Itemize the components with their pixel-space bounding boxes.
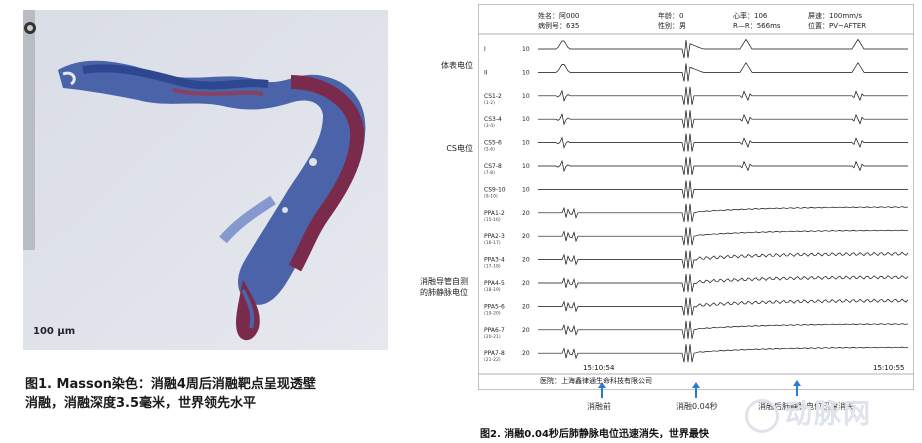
channel-sub: (19-20) (484, 310, 501, 316)
channel-sub: (16-17) (484, 240, 501, 246)
channel-name: PPA2-3 (484, 233, 505, 240)
ecg-trace (538, 86, 908, 105)
scale-bar-label: 100 µm (33, 326, 76, 337)
ecg-trace (538, 62, 908, 82)
channel-sub: (20-21) (484, 334, 501, 340)
pv-label: 消融导管自测 的肺静脉电位 (413, 276, 468, 298)
channel-name: PPA1-2 (484, 210, 505, 217)
caption-line-1: 图1. Masson染色：消融4周后消融靶点呈现透壁 (25, 377, 316, 392)
histology-panel: 100 µm (23, 10, 388, 350)
arrow-after-label: 消融后肺静脉电位迅速消失 (758, 402, 854, 411)
channel-name: CS3-4 (484, 116, 502, 123)
time-end: 15:10:55 (873, 364, 904, 372)
masson-stain-image (23, 10, 388, 350)
channel-sub: (15-16) (484, 217, 501, 223)
channel-name: CS1-2 (484, 93, 502, 100)
arrow-after (792, 380, 802, 400)
channel-gain: 10 (522, 46, 530, 53)
hdr-position: 位置：PV~AFTER (808, 21, 866, 30)
arrow-before (597, 382, 607, 402)
channel-gain: 20 (522, 233, 530, 240)
ecg-trace (538, 297, 909, 316)
ecg-trace (538, 227, 909, 246)
pv-label-line-2: 的肺静脉电位 (420, 288, 468, 297)
figure2-caption: 图2. 消融0.04秒后肺静脉电位迅速消失，世界最快 (480, 429, 709, 440)
channel-gain: 20 (522, 210, 530, 217)
channel-sub: (7-8) (484, 170, 495, 176)
ecg-recording: 姓名：阿000 年龄：0 心率：106 屏速：100mm/s 病例号：635 性… (477, 3, 915, 391)
channel-name: II (484, 69, 488, 76)
channel-sub: (3-4) (484, 123, 495, 129)
pv-label-line-1: 消融导管自测 (420, 277, 468, 286)
ecg-footer: 医院：上海鑫律通生命科技有限公司 (540, 376, 652, 385)
channel-gain: 10 (522, 186, 530, 193)
figure1-caption: 图1. Masson染色：消融4周后消融靶点呈现透壁 消融，消融深度3.5毫米，… (25, 375, 405, 413)
ecg-trace (538, 110, 908, 129)
channel-name: PPA3-4 (484, 257, 505, 264)
arrow-ablation (691, 382, 701, 402)
channel-name: I (484, 46, 486, 53)
hdr-hr: 心率：106 (733, 11, 768, 20)
channel-gain: 20 (522, 257, 530, 264)
channel-gain: 10 (522, 116, 530, 123)
channel-name: PPA5-6 (484, 303, 505, 310)
channel-name: PPA6-7 (484, 327, 505, 334)
channel-sub: (5-6) (484, 147, 495, 153)
channel-gain: 10 (522, 93, 530, 100)
arrow-before-label: 消融前 (587, 402, 611, 411)
ecg-trace (538, 203, 909, 222)
channel-gain: 20 (522, 280, 530, 287)
ecg-trace (538, 133, 908, 152)
caption-line-2: 消融，消融深度3.5毫米，世界领先水平 (25, 396, 257, 411)
channel-gain: 20 (522, 303, 530, 310)
channel-name: PPA4-5 (484, 280, 505, 287)
hdr-case: 病例号：635 (538, 21, 579, 30)
ecg-trace (538, 273, 909, 293)
channel-sub: (1-2) (484, 100, 495, 106)
hdr-sex: 性别：男 (658, 21, 686, 30)
channel-gain: 10 (522, 69, 530, 76)
channel-gain: 10 (522, 140, 530, 147)
ecg-trace (538, 320, 909, 339)
channel-sub: (9-10) (484, 193, 498, 199)
cs-label: CS电位 (446, 144, 473, 153)
ecg-trace (538, 156, 908, 176)
watermark: 动脉网 (745, 392, 872, 433)
watermark-text: 动脉网 (785, 399, 872, 430)
channel-gain: 20 (522, 350, 530, 357)
hdr-name: 姓名：阿000 (538, 11, 579, 20)
ecg-svg: 姓名：阿000 年龄：0 心率：106 屏速：100mm/s 病例号：635 性… (477, 3, 915, 391)
ecg-trace (538, 250, 909, 269)
ecg-trace (538, 38, 908, 59)
channel-gain: 20 (522, 327, 530, 334)
surface-label: 体表电位 (441, 61, 473, 70)
channel-gain: 10 (522, 163, 530, 170)
arrow-ablation-label: 消融0.04秒 (676, 402, 718, 411)
hdr-rr: R—R：566ms (733, 22, 781, 30)
channel-name: PPA7-8 (484, 350, 505, 357)
channel-sub: (17-18) (484, 264, 501, 270)
hdr-age: 年龄：0 (658, 11, 683, 20)
channel-name: CS5-6 (484, 140, 502, 147)
channel-sub: (21-22) (484, 357, 501, 363)
watermark-logo-icon (745, 398, 779, 433)
ecg-trace (538, 180, 908, 199)
time-start: 15:10:54 (583, 364, 615, 372)
channel-name: CS9-10 (484, 186, 506, 193)
channel-name: CS7-8 (484, 163, 502, 170)
channel-sub: (18-19) (484, 287, 501, 293)
hdr-speed: 屏速：100mm/s (808, 12, 862, 20)
ecg-trace (538, 344, 909, 363)
